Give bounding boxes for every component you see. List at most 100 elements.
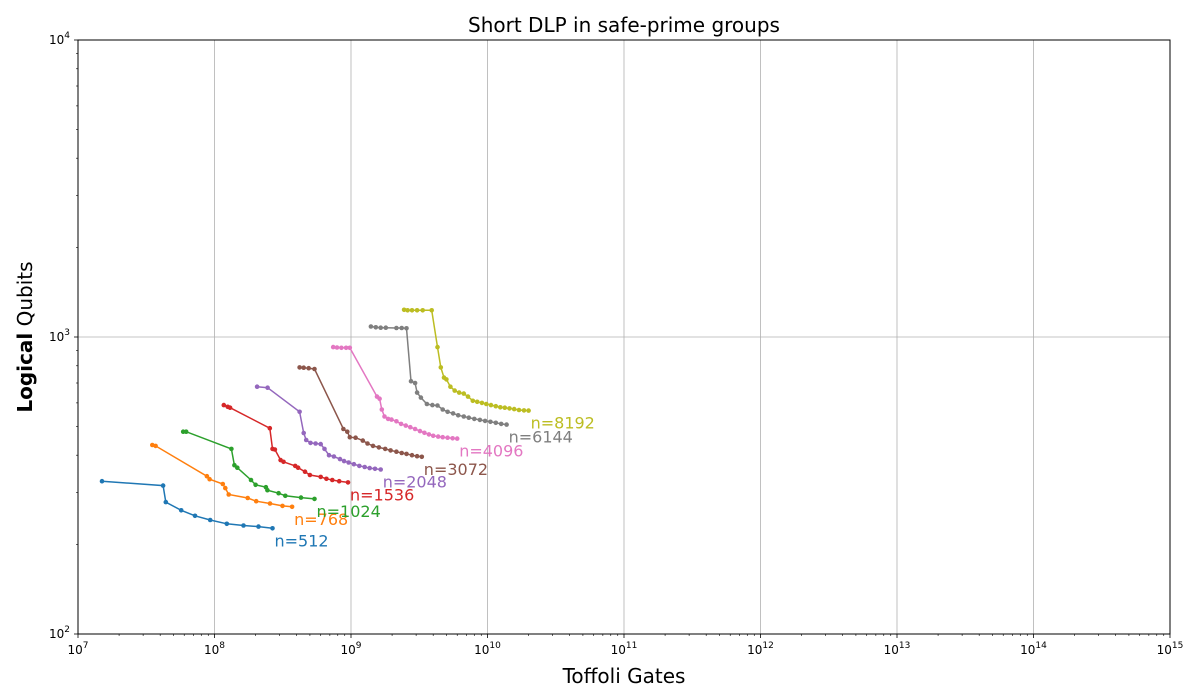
data-point: [183, 429, 189, 435]
y-tick-label: 103: [49, 328, 70, 344]
data-point: [341, 458, 347, 464]
data-point: [318, 441, 324, 447]
data-point: [207, 517, 213, 523]
series-label: n=768: [294, 510, 348, 529]
data-point: [245, 495, 250, 501]
data-point: [394, 325, 399, 331]
data-point: [302, 469, 308, 475]
data-point: [337, 456, 343, 462]
data-point: [256, 524, 261, 529]
data-point: [207, 476, 212, 482]
data-point: [377, 396, 382, 402]
data-point: [306, 365, 312, 371]
data-point: [404, 326, 409, 331]
data-point: [331, 454, 337, 459]
series-n-6144: [368, 324, 509, 427]
data-point: [192, 513, 198, 519]
data-point: [448, 384, 453, 390]
data-point: [422, 430, 427, 436]
data-point: [330, 344, 336, 350]
data-point: [474, 399, 480, 405]
data-point: [280, 503, 285, 509]
data-point: [367, 465, 373, 471]
data-point: [394, 419, 399, 424]
data-point: [330, 477, 335, 483]
data-point: [267, 425, 273, 431]
data-point: [414, 390, 420, 395]
data-point: [343, 345, 349, 351]
data-point: [399, 325, 405, 331]
data-point: [454, 436, 460, 441]
data-point: [272, 447, 278, 452]
data-point: [470, 398, 476, 404]
series-label: n=1024: [317, 502, 381, 521]
data-point: [318, 474, 324, 480]
data-point: [345, 429, 350, 435]
series-n-3072: [297, 365, 425, 460]
data-point: [465, 394, 471, 399]
series-label: n=6144: [509, 428, 573, 447]
data-point: [408, 378, 414, 384]
data-point: [516, 407, 522, 413]
data-point: [373, 325, 379, 330]
data-point: [412, 380, 418, 386]
data-point: [388, 448, 393, 453]
data-point: [438, 365, 444, 370]
data-point: [444, 377, 449, 382]
data-point: [346, 460, 351, 465]
series-label: n=2048: [383, 473, 447, 492]
data-point: [254, 384, 260, 390]
data-point: [227, 405, 233, 411]
data-point: [382, 446, 388, 452]
data-point: [295, 465, 301, 471]
data-point: [372, 466, 378, 472]
data-point: [235, 465, 240, 471]
x-tick-label: 1012: [747, 641, 774, 657]
data-point: [455, 413, 461, 418]
series-label: n=1536: [350, 485, 414, 504]
data-point: [479, 400, 485, 406]
data-point: [276, 490, 281, 496]
data-point: [461, 414, 467, 419]
data-point: [265, 385, 270, 391]
data-point: [445, 435, 450, 441]
data-point: [324, 476, 329, 482]
data-point: [220, 481, 226, 487]
data-point: [435, 403, 440, 408]
data-point: [224, 521, 230, 527]
data-point: [283, 493, 288, 499]
data-point: [408, 424, 413, 430]
x-tick-label: 1013: [884, 641, 911, 657]
data-point: [488, 419, 493, 425]
data-point: [267, 501, 273, 506]
series-n-1536: [221, 402, 351, 485]
data-point: [498, 421, 504, 427]
data-point: [351, 461, 357, 467]
data-point: [376, 445, 382, 450]
data-point: [308, 440, 313, 446]
data-point: [221, 402, 227, 408]
data-point: [253, 482, 258, 488]
data-point: [326, 452, 332, 458]
data-point: [297, 409, 302, 415]
y-tick-label: 104: [49, 31, 70, 47]
data-point: [378, 467, 384, 472]
series-n-2048: [254, 384, 384, 472]
data-point: [484, 401, 489, 407]
series-n-4096: [330, 344, 460, 441]
data-point: [178, 508, 184, 513]
data-point: [362, 464, 368, 470]
data-point: [241, 523, 246, 528]
data-point: [298, 495, 304, 500]
data-point: [507, 406, 512, 411]
data-point: [383, 325, 389, 331]
series-n-1024: [180, 429, 317, 502]
data-point: [404, 451, 409, 457]
series-group: [99, 307, 531, 531]
data-point: [405, 308, 410, 313]
data-point: [472, 416, 477, 422]
data-point: [430, 402, 435, 408]
data-point: [440, 407, 446, 412]
data-point: [426, 432, 432, 437]
